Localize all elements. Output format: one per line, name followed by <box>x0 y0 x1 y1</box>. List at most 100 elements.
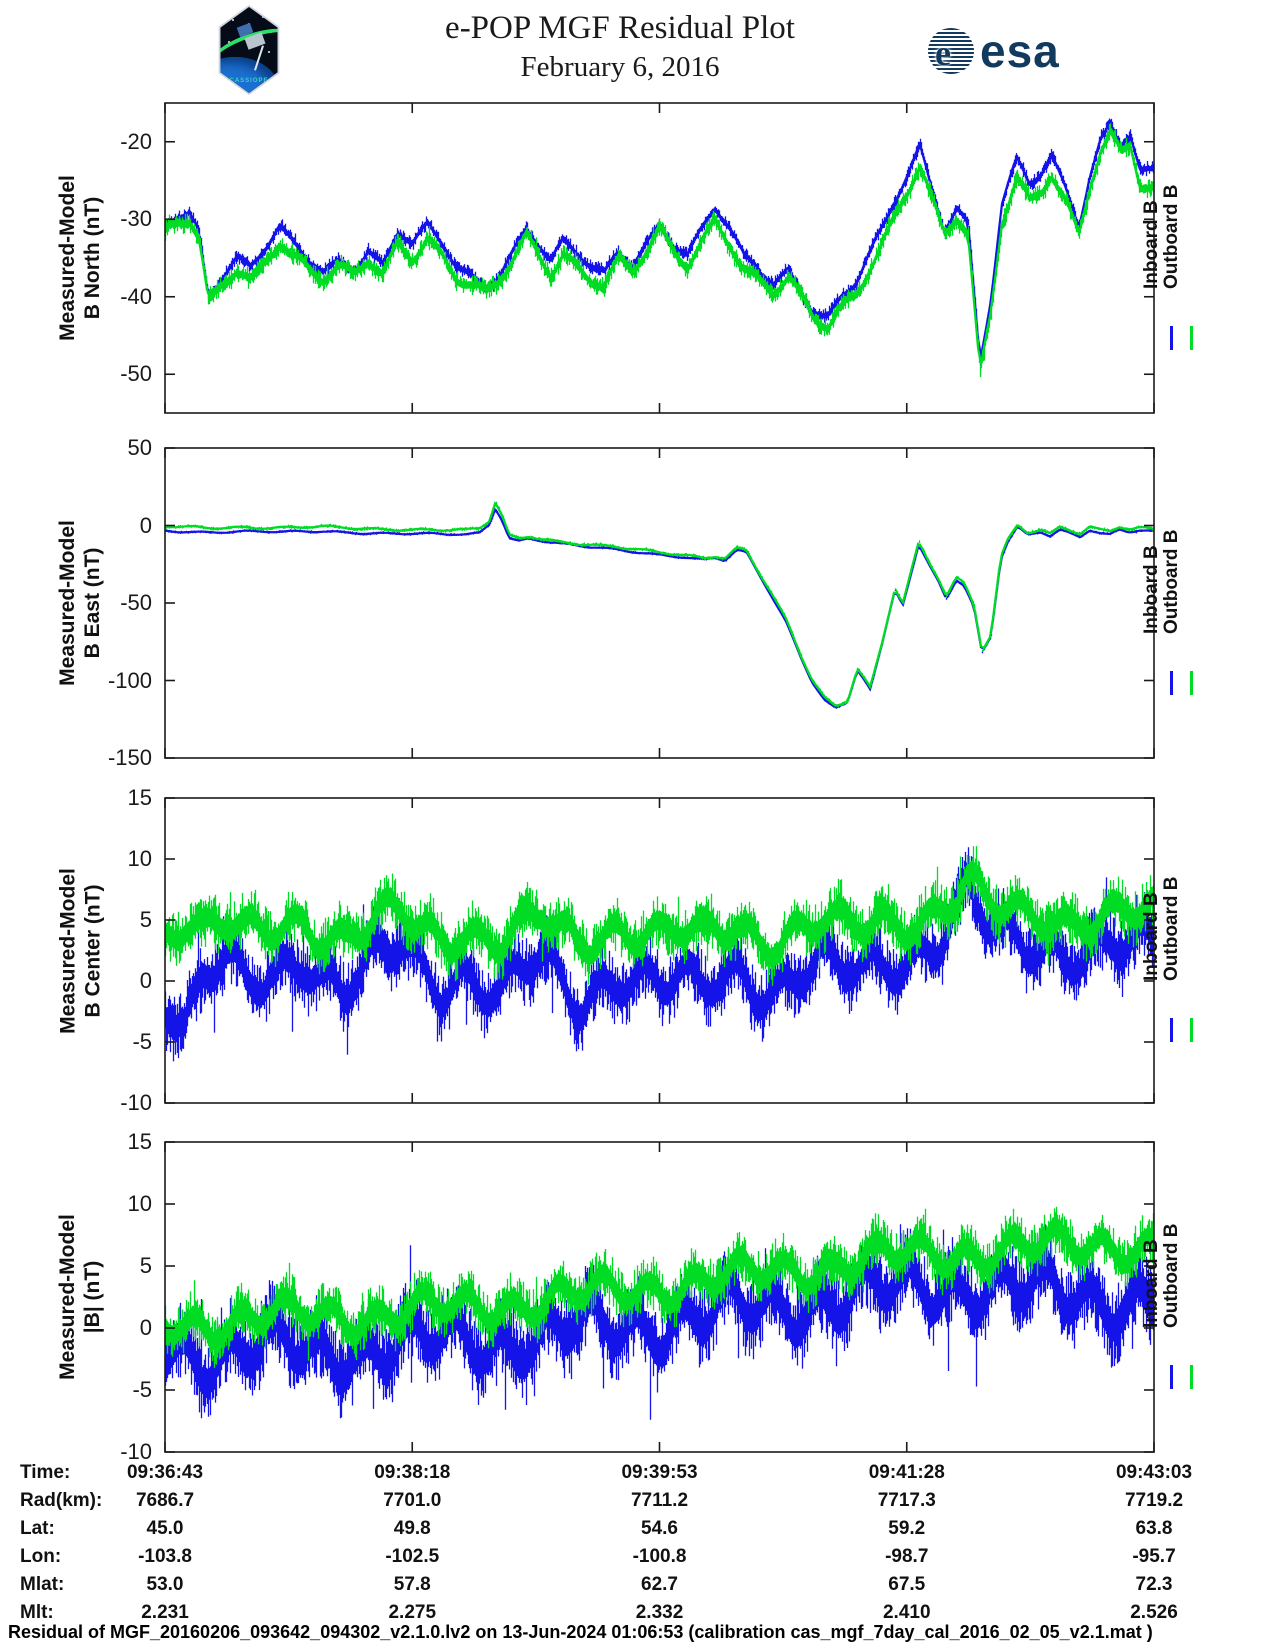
y-tick-label: 5 <box>139 1253 152 1278</box>
panel-1-ylabel: Measured-Model B North (nT) <box>56 175 104 341</box>
outboard-series-panel-1 <box>165 123 1154 377</box>
y-tick-label: 10 <box>127 846 152 871</box>
legend-label-outboard: Outboard B <box>1161 876 1182 982</box>
legend-label-outboard: Outboard B <box>1161 1223 1182 1329</box>
table-cell: 2.410 <box>882 1602 931 1623</box>
table-cell: 09:43:03 <box>1115 1462 1193 1483</box>
panel-4-series <box>165 1206 1154 1420</box>
table-row-label: Rad(km): <box>20 1490 103 1511</box>
panel-3-series <box>165 846 1154 1062</box>
esa-wordmark: esa <box>980 25 1060 77</box>
table-cell: 2.231 <box>141 1602 189 1623</box>
table-cell: -100.8 <box>632 1546 687 1567</box>
table-cell: 09:41:28 <box>868 1462 945 1483</box>
table-cell: 49.8 <box>393 1518 431 1539</box>
y-tick-label: 15 <box>127 1129 152 1154</box>
y-tick-label: 0 <box>139 512 152 538</box>
panel-2-ylabel: Measured-Model B East (nT) <box>56 520 104 686</box>
figure-title: e-POP MGF Residual Plot February 6, 2016 <box>0 10 1240 84</box>
cassiope-patch-label: CASSIOPE <box>229 78 269 84</box>
legend-label-outboard: Outboard B <box>1161 184 1182 290</box>
table-row-label: Mlat: <box>20 1574 65 1595</box>
table-cell: 09:39:53 <box>621 1462 698 1483</box>
esa-globe-letter: e <box>935 33 951 73</box>
core-line <box>165 129 1153 365</box>
y-tick-label: -30 <box>120 206 152 232</box>
y-tick-label: -100 <box>107 667 152 693</box>
table-cell: 09:38:18 <box>374 1462 451 1483</box>
legend-swatch-outboard <box>1190 1017 1193 1042</box>
y-tick-label: -40 <box>120 283 152 309</box>
legend-swatch-inboard <box>1170 671 1173 696</box>
inboard-series-panel-1 <box>165 118 1154 365</box>
y-tick-label: 15 <box>127 785 152 810</box>
y-tick-label: 0 <box>139 1315 152 1340</box>
y-tick-label: -50 <box>120 361 152 387</box>
outboard-series-panel-3 <box>165 846 1154 986</box>
table-cell: 67.5 <box>888 1574 926 1595</box>
table-cell: 57.8 <box>393 1574 431 1595</box>
legend-swatch-outboard <box>1190 1365 1193 1390</box>
cassiope-patch-art: CASSIOPE <box>220 7 278 93</box>
table-cell: 2.332 <box>635 1602 684 1623</box>
y-tick-label: 0 <box>139 968 152 993</box>
legend-swatch-inboard <box>1170 1365 1173 1390</box>
table-cell: 09:36:43 <box>126 1462 204 1483</box>
panel-1-series <box>165 118 1154 377</box>
core-line <box>165 501 1153 707</box>
y-tick-label: 10 <box>127 1191 152 1216</box>
table-cell: 59.2 <box>888 1518 926 1539</box>
table-row-label: Lat: <box>20 1518 55 1539</box>
legend-label-inboard: Inboard B <box>1141 1239 1162 1328</box>
table-cell: 54.6 <box>641 1518 678 1539</box>
table-cell: 7711.2 <box>630 1490 689 1511</box>
title-line-2: February 6, 2016 <box>520 51 720 83</box>
table-cell: 2.526 <box>1130 1602 1178 1623</box>
esa-globe-icon: e <box>928 28 974 74</box>
legend-label-inboard: Inboard B <box>1141 545 1162 634</box>
legend-label-inboard: Inboard B <box>1141 892 1162 981</box>
inboard-series-panel-2 <box>165 509 1154 709</box>
table-cell: 62.7 <box>641 1574 678 1595</box>
table-row-label: Mlt: <box>20 1602 54 1623</box>
cassiope-mission-patch-icon: CASSIOPE <box>218 5 280 95</box>
table-cell: 45.0 <box>146 1518 184 1539</box>
table-cell: 72.3 <box>1135 1574 1173 1595</box>
y-tick-label: -5 <box>132 1029 152 1054</box>
y-tick-label: -150 <box>107 745 152 770</box>
legend-swatch-inboard <box>1170 326 1173 351</box>
y-tick-label: -50 <box>120 590 152 615</box>
panel-2-axis-box <box>164 447 1155 759</box>
core-line <box>165 122 1153 357</box>
table-cell: 7686.7 <box>135 1490 195 1511</box>
y-tick-label: -10 <box>120 1090 152 1115</box>
table-cell: 7717.3 <box>877 1490 936 1511</box>
table-cell: 7701.0 <box>383 1490 442 1511</box>
footer-note: Residual of MGF_20160206_093642_094302_v… <box>8 1622 1153 1642</box>
table-cell: -102.5 <box>385 1546 440 1567</box>
panel-3-ylabel: Measured-Model B Center (nT) <box>56 867 104 1034</box>
panel-2-series <box>165 501 1154 709</box>
table-cell: -95.7 <box>1132 1546 1176 1567</box>
legend-label-inboard: Inboard B <box>1141 200 1162 289</box>
y-tick-label: -10 <box>120 1439 152 1464</box>
y-tick-label: -5 <box>132 1377 152 1402</box>
panel-4-ylabel: Measured-Model |B| (nT) <box>56 1214 104 1380</box>
table-cell: -103.8 <box>138 1546 192 1567</box>
table-cell: -98.7 <box>885 1546 929 1567</box>
panel-1-axis-box <box>164 102 1155 414</box>
table-cell: 63.8 <box>1135 1518 1173 1539</box>
legend-swatch-outboard <box>1190 326 1193 351</box>
table-row-label: Time: <box>20 1462 71 1483</box>
core-line <box>165 507 1153 709</box>
esa-logo: e esa <box>928 24 1060 78</box>
title-line-1: e-POP MGF Residual Plot <box>445 10 795 46</box>
legend-swatch-outboard <box>1190 671 1193 696</box>
y-tick-label: 5 <box>139 907 152 932</box>
table-cell: 2.275 <box>388 1602 437 1623</box>
legend-swatch-inboard <box>1170 1017 1173 1042</box>
table-cell: 7719.2 <box>1124 1490 1184 1511</box>
legend-label-outboard: Outboard B <box>1161 529 1182 635</box>
